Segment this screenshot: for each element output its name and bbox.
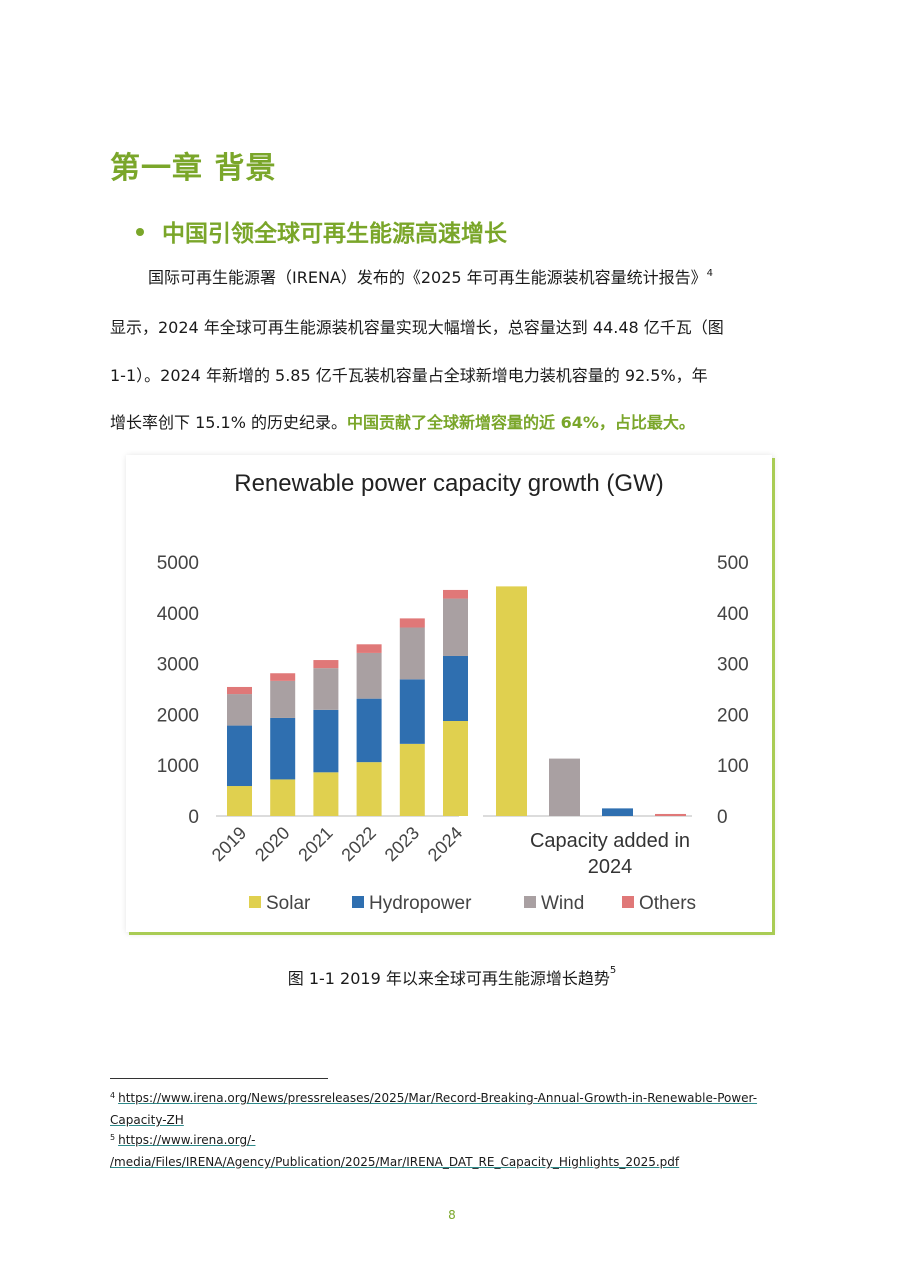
paragraph-line-1: 国际可再生能源署（IRENA）发布的《2025 年可再生能源装机容量统计报告》4 xyxy=(148,268,838,288)
right-y-tick-label: 200 xyxy=(717,705,749,726)
bar-hydropower-2022 xyxy=(356,698,382,763)
left-y-tick-label: 5000 xyxy=(157,553,199,574)
footnote-5: 5 https://www.irena.org/- /media/Files/IR… xyxy=(110,1130,800,1173)
section-heading-text: 中国引领全球可再生能源高速增长 xyxy=(162,221,507,247)
footnote-4: 4 https://www.irena.org/News/pressrelease… xyxy=(110,1088,800,1131)
footnote-number: 5 xyxy=(110,1133,116,1142)
page-number: 8 xyxy=(448,1208,456,1222)
bar-hydropower-2024 xyxy=(443,655,468,722)
bar-others-2020 xyxy=(270,673,296,681)
added-x-label-line-2: 2024 xyxy=(588,856,633,878)
legend-swatch-wind xyxy=(524,896,536,908)
x-tick-label: 2020 xyxy=(251,823,293,865)
bar-hydropower-2019 xyxy=(227,725,252,787)
legend-label-solar: Solar xyxy=(266,893,311,914)
added-bar-solar xyxy=(496,586,527,816)
bar-others-2022 xyxy=(356,644,382,653)
right-y-tick-label: 300 xyxy=(717,655,749,676)
x-tick-label: 2023 xyxy=(381,823,423,865)
bar-wind-2022 xyxy=(356,652,382,699)
bar-others-2023 xyxy=(399,618,425,628)
footnote-link-continued[interactable]: Capacity-ZH xyxy=(110,1113,184,1127)
chart-figure: Renewable power capacity growth (GW) 0 100… xyxy=(126,455,772,932)
x-tick-label: 2021 xyxy=(294,823,336,865)
bar-wind-2024 xyxy=(443,598,468,656)
right-y-tick-label: 400 xyxy=(717,604,749,625)
legend-label-hydropower: Hydropower xyxy=(369,893,472,914)
bar-solar-2024 xyxy=(443,721,468,816)
legend-swatch-hydropower xyxy=(352,896,364,908)
x-tick-label: 2024 xyxy=(424,823,466,865)
paragraph-highlight: 中国贡献了全球新增容量的近 64%，占比最大。 xyxy=(347,413,695,432)
legend-label-wind: Wind xyxy=(541,893,584,914)
left-y-tick-label: 1000 xyxy=(157,756,199,777)
added-x-label-line-1: Capacity added in xyxy=(530,830,690,852)
bar-solar-2019 xyxy=(227,786,252,816)
bar-hydropower-2021 xyxy=(313,709,339,773)
left-y-tick-label: 2000 xyxy=(157,705,199,726)
footnote-ref-5[interactable]: 5 xyxy=(609,964,617,976)
section-heading: 中国引领全球可再生能源高速增长 xyxy=(136,214,507,248)
bar-solar-2022 xyxy=(356,762,382,816)
footnote-link[interactable]: https://www.irena.org/News/pressreleases… xyxy=(118,1091,758,1105)
right-y-tick-label: 100 xyxy=(717,756,749,777)
chapter-title: 第一章 背景 xyxy=(110,151,277,186)
footnote-divider xyxy=(110,1078,328,1079)
left-y-tick-label: 4000 xyxy=(157,604,199,625)
figure-caption: 图 1-1 2019 年以来全球可再生能源增长趋势5 xyxy=(0,965,904,989)
bar-others-2021 xyxy=(313,660,339,669)
footnote-link[interactable]: https://www.irena.org/- xyxy=(118,1133,256,1147)
bar-wind-2019 xyxy=(227,694,252,726)
paragraph-line-1-text: 国际可再生能源署（IRENA）发布的《2025 年可再生能源装机容量统计报告》 xyxy=(148,268,707,287)
legend-swatch-solar xyxy=(249,896,261,908)
added-bar-others xyxy=(655,813,686,816)
bar-wind-2021 xyxy=(313,668,339,710)
bar-wind-2023 xyxy=(399,627,425,680)
paragraph-line-4-text: 增长率创下 15.1% 的历史纪录。 xyxy=(110,413,348,432)
added-bar-wind xyxy=(549,758,580,816)
bullet-icon xyxy=(136,227,144,236)
bar-solar-2021 xyxy=(313,772,339,816)
paragraph-line-3: 1-1）。2024 年新增的 5.85 亿千瓦装机容量占全球新增电力装机容量的 … xyxy=(110,366,708,385)
legend-swatch-others xyxy=(622,896,634,908)
paragraph-line-4: 增长率创下 15.1% 的历史纪录。中国贡献了全球新增容量的近 64%，占比最大… xyxy=(110,413,800,433)
bar-others-2024 xyxy=(443,589,468,599)
left-y-tick-label: 3000 xyxy=(157,655,199,676)
footnote-ref-4[interactable]: 4 xyxy=(706,268,714,279)
chart-title: Renewable power capacity growth (GW) xyxy=(234,470,664,497)
added-bar-hydropower xyxy=(602,808,633,816)
legend-label-others: Others xyxy=(639,893,696,914)
right-y-tick-label: 0 xyxy=(717,807,728,828)
chart-svg: Renewable power capacity growth (GW) 0 100… xyxy=(157,470,749,914)
bar-solar-2023 xyxy=(399,743,425,816)
left-y-tick-label: 0 xyxy=(188,807,199,828)
bar-solar-2020 xyxy=(270,779,296,816)
figure-caption-text: 图 1-1 2019 年以来全球可再生能源增长趋势 xyxy=(287,969,610,988)
x-tick-label: 2022 xyxy=(337,823,379,865)
bar-others-2019 xyxy=(227,686,252,695)
bar-hydropower-2023 xyxy=(399,679,425,744)
footnote-number: 4 xyxy=(110,1091,116,1100)
paragraph-line-2: 显示，2024 年全球可再生能源装机容量实现大幅增长，总容量达到 44.48 亿… xyxy=(110,318,724,337)
footnote-link-continued[interactable]: /media/Files/IRENA/Agency/Publication/20… xyxy=(110,1155,680,1169)
bar-hydropower-2020 xyxy=(270,717,296,780)
x-tick-label: 2019 xyxy=(208,823,250,865)
right-y-tick-label: 500 xyxy=(717,553,749,574)
bar-wind-2020 xyxy=(270,680,296,718)
